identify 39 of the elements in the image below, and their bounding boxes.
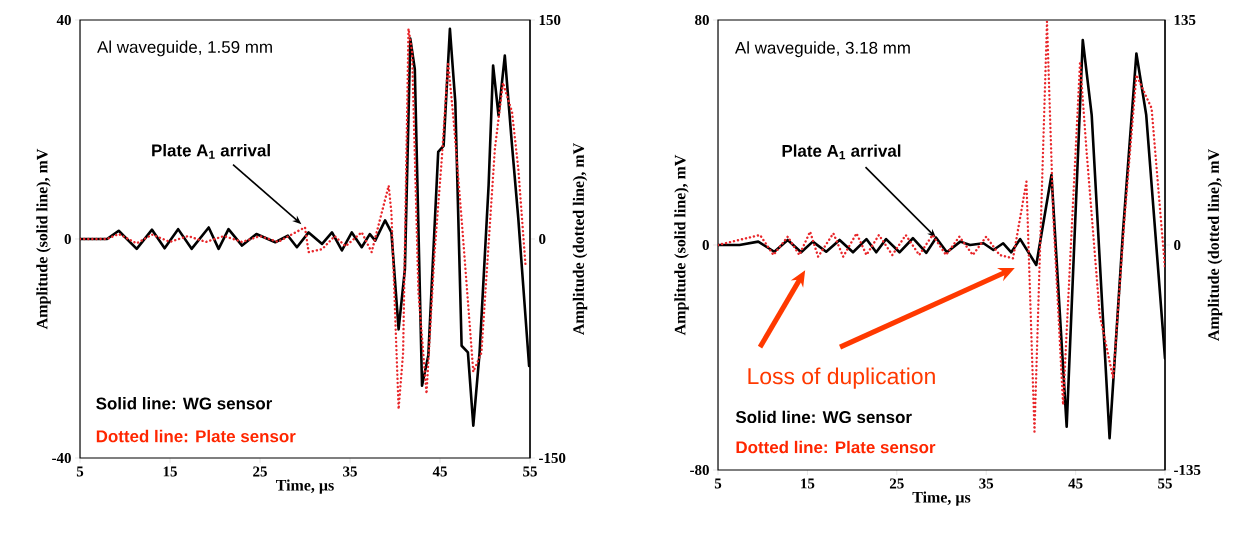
x-axis-title: Time, µs (912, 491, 971, 506)
annotation: Solid line: WG sensor (96, 397, 273, 410)
text: Al waveguide, 1.59 mm (97, 40, 272, 57)
x-tick-label: 5 (714, 478, 722, 489)
y2-axis-title: Amplitude (dotted line), mV (1207, 149, 1223, 341)
y-tick-label: 40 (56, 14, 71, 26)
x-axis-title: Time, µs (276, 479, 334, 494)
y2-tick-label: 0 (539, 233, 546, 245)
x-tick-label: 15 (163, 466, 177, 477)
x-tick-label: 15 (801, 478, 815, 489)
x-tick-label: 35 (979, 478, 994, 489)
y2-tick-label: -150 (539, 452, 566, 464)
y2-tick-label: 150 (539, 14, 561, 26)
annotation: Dotted line: Plate sensor (96, 429, 296, 443)
y2-tick-label: 135 (1174, 14, 1196, 25)
annotation: Dotted line: Plate sensor (736, 440, 936, 454)
y-axis-title: Amplitude (solid line), mV (36, 148, 51, 330)
annotation: Loss of duplication (748, 367, 935, 389)
y-tick-label: -80 (690, 464, 709, 476)
x-tick-label: 45 (1068, 478, 1083, 489)
y-tick-label: -40 (52, 452, 71, 464)
y-tick-label: 80 (695, 14, 709, 26)
y2-tick-label: 0 (1174, 239, 1181, 251)
text: Al waveguide, 3.18 mm (734, 41, 910, 58)
x-tick-label: 35 (343, 466, 357, 477)
x-tick-label: 55 (1158, 478, 1172, 489)
annotation: Plate A$_{1}$ arrival (782, 144, 901, 160)
x-tick-label: 55 (523, 466, 537, 477)
x-tick-label: 25 (253, 466, 267, 477)
annotation: Solid line: WG sensor (735, 410, 912, 424)
y-axis-title: Amplitude (solid line), mV (674, 154, 689, 336)
x-tick-label: 5 (76, 466, 84, 477)
y-tick-label: 0 (64, 233, 71, 245)
y2-tick-label: -135 (1174, 464, 1201, 475)
x-tick-label: 45 (432, 466, 447, 477)
y-tick-label: 0 (702, 239, 709, 251)
annotation: Plate A$_{1}$ arrival (152, 143, 270, 159)
y2-axis-title: Amplitude (dotted line), mV (572, 143, 588, 335)
x-tick-label: 25 (889, 478, 904, 489)
